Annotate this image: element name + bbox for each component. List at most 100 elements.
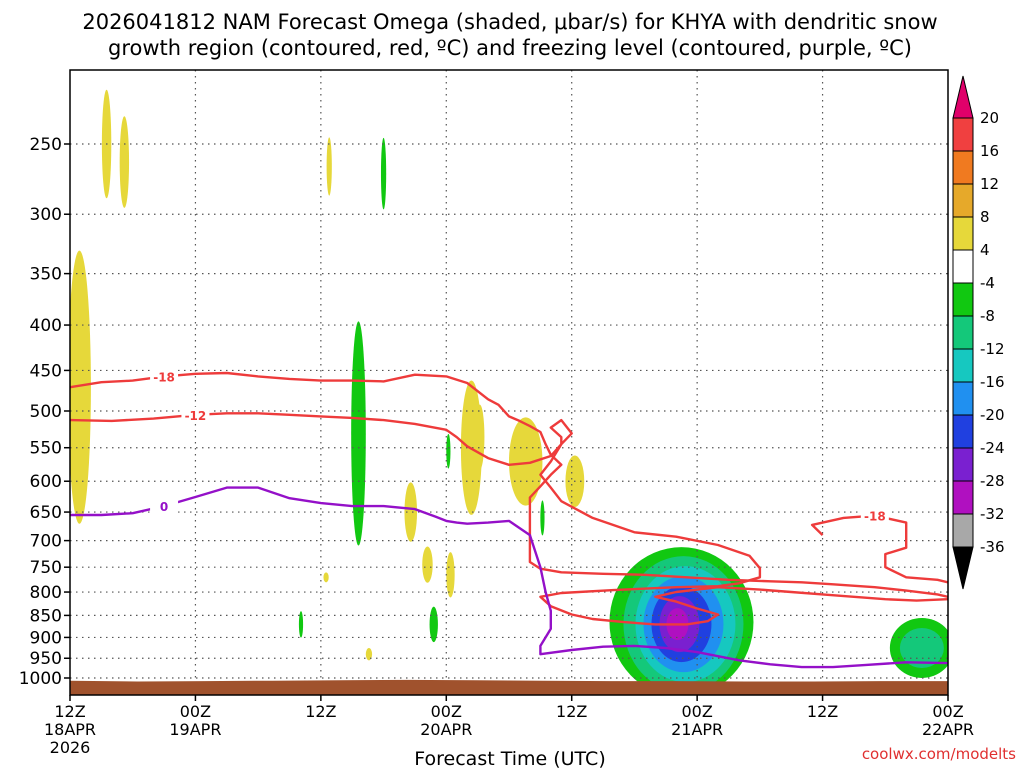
- omega-region-15: [429, 606, 438, 643]
- red-contour-label-2: -12: [181, 406, 210, 423]
- omega-region-18: [298, 611, 304, 638]
- colorbar-top-arrow: [952, 75, 974, 119]
- x-tick-label-84: 00Z: [932, 702, 963, 721]
- purple-contour-0: [70, 486, 948, 669]
- y-tick-label-250: 250: [30, 135, 62, 155]
- y-tick-label-900: 900: [30, 628, 62, 648]
- red-contour-label-0: -18: [150, 368, 179, 385]
- y-tick-label-1000: 1000: [19, 669, 62, 689]
- x-tick-label-36: 00Z: [431, 702, 462, 721]
- contour-label-text: -18: [153, 370, 175, 384]
- colorbar-label-10: -24: [980, 439, 1005, 457]
- omega-region-1: [119, 116, 130, 208]
- ground-fill: [70, 679, 948, 695]
- contour-label-text: -12: [185, 409, 207, 423]
- x-tick-label-60: 00Z: [681, 702, 712, 721]
- y-tick-label-800: 800: [30, 583, 62, 603]
- omega-region-14: [351, 321, 366, 546]
- colorbar-label-7: -12: [980, 340, 1005, 358]
- red-contour-1: [810, 514, 948, 584]
- x-tick-date-12: 19APR: [169, 720, 221, 739]
- omega-region-6: [404, 482, 418, 542]
- x-tick-label-12: 00Z: [180, 702, 211, 721]
- contour-label-text: 0: [160, 500, 168, 514]
- gridlines: [70, 70, 948, 695]
- omega-region-16: [446, 433, 451, 469]
- y-tick-label-350: 350: [30, 265, 62, 285]
- x-tick-label-24: 12Z: [305, 702, 336, 721]
- colorbar-bin-7: [952, 348, 974, 383]
- colorbar-bin-10: [952, 447, 974, 482]
- colorbar-label-5: -4: [980, 274, 995, 292]
- colorbar-bin-9: [952, 414, 974, 449]
- temperature-contours: -18 -18 -12 0: [70, 368, 948, 669]
- colorbar-bin-6: [952, 315, 974, 350]
- omega-region-8: [446, 552, 455, 598]
- plot-frame: [69, 69, 949, 696]
- omega-region-10: [475, 404, 485, 470]
- x-axis-title: Forecast Time (UTC): [414, 748, 605, 768]
- plot-background: [70, 70, 948, 695]
- y-tick-label-850: 850: [30, 606, 62, 626]
- colorbar-bin-11: [952, 480, 974, 515]
- chart-title-line2: growth region (contoured, red, ºC) and f…: [108, 36, 912, 60]
- red-contour-2: [70, 412, 948, 626]
- colorbar-label-8: -16: [980, 373, 1005, 391]
- y-tick-label-600: 600: [30, 472, 62, 492]
- colorbar-bin-12: [952, 513, 974, 548]
- colorbar-label-4: 4: [980, 241, 990, 259]
- x-tick-label-48: 12Z: [556, 702, 587, 721]
- omega-region-2: [70, 250, 91, 524]
- colorbar-bin-2: [952, 183, 974, 218]
- y-tick-label-400: 400: [30, 316, 62, 336]
- omega-region-3: [326, 137, 332, 196]
- x-tick-date-36: 20APR: [420, 720, 472, 739]
- colorbar-bin-0: [952, 117, 974, 152]
- omega-region-11: [509, 417, 543, 506]
- colorbar-label-1: 16: [980, 142, 999, 160]
- chart-title-line1: 2026041812 NAM Forecast Omega (shaded, μ…: [82, 10, 937, 34]
- x-tick-year-0: 2026: [50, 738, 91, 757]
- colorbar-label-0: 20: [980, 109, 999, 127]
- red-contour-label-1: -18: [860, 507, 889, 524]
- colorbar-label-13: -36: [980, 538, 1005, 556]
- axes: 2503003504004505005506006507007508008509…: [19, 69, 974, 757]
- omega-region-4: [323, 572, 329, 583]
- colorbar-label-12: -32: [980, 505, 1005, 523]
- colorbar-bin-5: [952, 282, 974, 317]
- x-tick-label-72: 12Z: [807, 702, 838, 721]
- colorbar-label-6: -8: [980, 307, 995, 325]
- colorbar-label-3: 8: [980, 208, 990, 226]
- contour-label-bg: [150, 368, 179, 385]
- colorbar-label-9: -20: [980, 406, 1005, 424]
- terrain-ground: [70, 679, 948, 695]
- red-contour-0: [70, 371, 948, 598]
- credit-text: coolwx.com/modelts: [862, 745, 1016, 763]
- colorbar-bin-4: [952, 249, 974, 284]
- contour-label-bg: [150, 498, 179, 515]
- y-tick-label-650: 650: [30, 503, 62, 523]
- omega-region-7: [422, 546, 433, 583]
- plot-area: [70, 70, 948, 695]
- x-tick-date-84: 22APR: [922, 720, 974, 739]
- x-tick-date-60: 21APR: [671, 720, 723, 739]
- y-tick-label-550: 550: [30, 439, 62, 459]
- omega-region-5: [365, 648, 373, 661]
- y-tick-label-950: 950: [30, 649, 62, 669]
- y-tick-label-500: 500: [30, 402, 62, 422]
- contour-label-bg: [181, 406, 210, 423]
- colorbar-label-11: -28: [980, 472, 1005, 490]
- y-tick-label-750: 750: [30, 558, 62, 578]
- contour-label-bg: [860, 507, 889, 524]
- omega-region-19: [380, 137, 387, 210]
- colorbar-label-2: 12: [980, 175, 999, 193]
- colorbar-bin-8: [952, 381, 974, 416]
- y-tick-label-300: 300: [30, 205, 62, 225]
- y-tick-label-700: 700: [30, 532, 62, 552]
- colorbar-bin-1: [952, 150, 974, 185]
- colorbar-bin-3: [952, 216, 974, 251]
- colorbar: 20 16 12 8 4 -4 -8 -12 -16 -20 -24 -28 -32 -36: [952, 75, 1005, 590]
- colorbar-bottom-arrow: [952, 546, 974, 590]
- x-tick-date-0: 18APR: [44, 720, 96, 739]
